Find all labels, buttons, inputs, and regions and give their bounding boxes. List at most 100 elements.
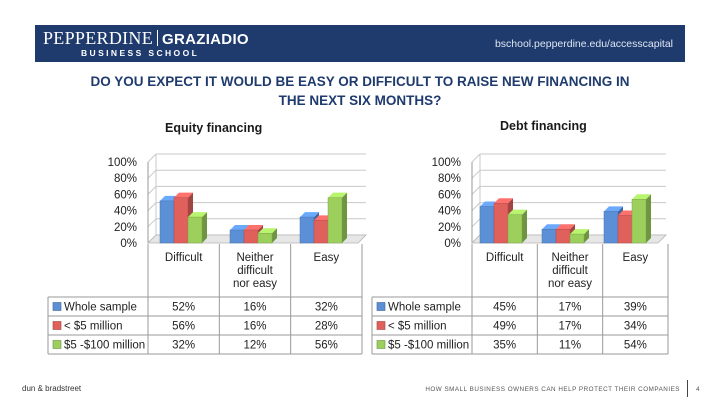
debt-bar--5-million-2 xyxy=(555,228,571,244)
equity-bar-side xyxy=(342,192,347,243)
debt-legend-label: Whole sample xyxy=(388,302,461,314)
equity-legend-key xyxy=(52,340,62,349)
equity-category-label: Difficult xyxy=(165,252,203,264)
dun-bradstreet-logo: dun & bradstreet xyxy=(22,384,82,393)
equity-bar-side xyxy=(272,228,277,243)
banner-url: bschool.pepperdine.edu/accesscapital xyxy=(494,38,673,50)
debt-data-label: 34% xyxy=(624,321,647,333)
equity-category-label: difficult xyxy=(237,265,273,277)
debt-bar-top xyxy=(508,209,527,215)
slide-headline: DO YOU EXPECT IT WOULD BE EASY OR DIFFIC… xyxy=(60,72,660,110)
debt-legend-label: $5 -$100 million xyxy=(388,340,469,352)
debt-data-label: 11% xyxy=(559,340,581,352)
debt-legend-label: < $5 million xyxy=(388,321,447,333)
equity-bar--5-million-3 xyxy=(313,220,329,244)
equity-gridline-side xyxy=(147,153,157,163)
headline-line-1: DO YOU EXPECT IT WOULD BE EASY OR DIFFIC… xyxy=(90,74,630,89)
debt-y-tick-label: 80% xyxy=(438,173,461,185)
equity-bar--5-100-million-1 xyxy=(187,216,203,244)
equity-bar--5-million-1 xyxy=(173,197,189,244)
debt-data-label: 45% xyxy=(493,302,516,314)
debt-legend-key xyxy=(376,321,386,330)
debt-y-tick-label: 60% xyxy=(438,189,461,201)
equity-bar--5-million-2 xyxy=(243,229,259,244)
debt-category-label: Neither xyxy=(551,252,588,264)
equity-bar-side xyxy=(202,212,207,243)
equity-data-label: 16% xyxy=(243,321,266,333)
logo-main-text: PEPPERDINE xyxy=(43,28,154,48)
equity-legend-key xyxy=(52,321,62,330)
headline-line-2: THE NEXT SIX MONTHS? xyxy=(278,93,442,108)
debt-data-label: 17% xyxy=(558,302,581,314)
debt-data-label: 39% xyxy=(624,302,647,314)
page-number: 4 xyxy=(696,386,700,393)
debt-y-tick-label: 0% xyxy=(444,238,461,250)
equity-bar-top xyxy=(258,228,277,234)
equity-data-label: 12% xyxy=(243,340,266,352)
equity-legend-label: < $5 million xyxy=(64,321,123,333)
debt-y-tick-label: 40% xyxy=(438,206,461,218)
equity-gridline-side xyxy=(147,186,157,195)
equity-legend-key xyxy=(52,302,62,311)
equity-bar--5-100-million-3 xyxy=(327,197,343,244)
debt-category-label: nor easy xyxy=(548,278,592,290)
equity-y-tick-label: 60% xyxy=(114,189,137,201)
debt-gridline-side xyxy=(471,218,481,228)
equity-bar--5-100-million-2 xyxy=(257,233,273,244)
debt-legend-key xyxy=(376,340,386,349)
equity-data-label: 28% xyxy=(315,321,338,333)
debt-bar--5-100-million-2 xyxy=(569,233,585,244)
equity-data-label: 16% xyxy=(243,302,266,314)
equity-category-label: Neither xyxy=(236,252,273,264)
debt-bar-whole-sample-3 xyxy=(603,211,619,244)
debt-bar-top xyxy=(556,224,575,230)
debt-bar--5-100-million-1 xyxy=(507,214,523,244)
debt-category-label: Difficult xyxy=(486,252,524,264)
logo-brand-text: GRAZIADIO xyxy=(162,31,249,48)
debt-data-label: 17% xyxy=(558,321,581,333)
equity-bar-top xyxy=(188,212,207,218)
debt-gridline-side xyxy=(471,169,481,179)
debt-data-label: 49% xyxy=(493,321,516,333)
footer-tagline: HOW SMALL BUSINESS OWNERS CAN HELP PROTE… xyxy=(425,386,680,393)
debt-category-label: Easy xyxy=(623,252,649,264)
debt-bar-top xyxy=(604,206,623,212)
equity-category-label: nor easy xyxy=(233,278,277,290)
university-logo: PEPPERDINE GRAZIADIO xyxy=(43,28,249,49)
equity-chart-title: Equity financing xyxy=(165,121,263,135)
debt-category-label: difficult xyxy=(552,265,588,277)
equity-y-tick-label: 40% xyxy=(114,206,137,218)
debt-bar-top xyxy=(632,194,651,200)
equity-gridline-side xyxy=(147,218,157,228)
debt-bar-top xyxy=(494,198,513,204)
debt-bar--5-100-million-3 xyxy=(631,199,647,244)
equity-gridline-side xyxy=(147,202,157,211)
equity-bar-top xyxy=(244,225,263,231)
equity-y-tick-label: 20% xyxy=(114,222,137,234)
equity-bar-top xyxy=(174,192,193,198)
debt-bar--5-million-3 xyxy=(617,215,633,244)
equity-y-tick-label: 100% xyxy=(108,157,137,169)
equity-bar-top xyxy=(328,192,347,198)
equity-data-label: 56% xyxy=(172,321,195,333)
debt-bar-side xyxy=(646,194,651,243)
debt-data-label: 54% xyxy=(624,340,647,352)
equity-bar-whole-sample-3 xyxy=(299,216,315,244)
debt-y-tick-label: 100% xyxy=(432,157,461,169)
equity-data-label: 32% xyxy=(315,302,338,314)
equity-legend-label: Whole sample xyxy=(64,302,137,314)
debt-bar-whole-sample-1 xyxy=(479,206,495,244)
equity-data-label: 52% xyxy=(172,302,195,314)
debt-bar-side xyxy=(584,229,589,243)
debt-data-label: 35% xyxy=(493,340,516,352)
debt-bar-top xyxy=(570,229,589,235)
equity-bar-top xyxy=(230,225,249,231)
debt-gridline-side xyxy=(471,186,481,195)
header-banner: PEPPERDINE GRAZIADIO BUSINESS SCHOOL bsch… xyxy=(35,25,685,62)
debt-legend-key xyxy=(376,302,386,311)
debt-bar-side xyxy=(522,209,527,243)
debt-gridline-side xyxy=(471,202,481,211)
debt-y-tick-label: 20% xyxy=(438,222,461,234)
equity-data-label: 32% xyxy=(172,340,195,352)
